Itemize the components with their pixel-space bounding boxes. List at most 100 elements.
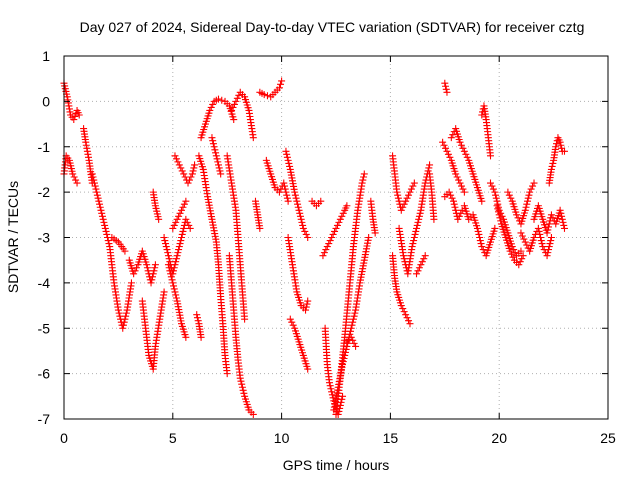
data-point: [399, 203, 407, 211]
data-point: [444, 150, 452, 158]
y-tick-label: -3: [38, 230, 51, 246]
data-point: [446, 153, 454, 161]
data-point: [459, 185, 467, 193]
data-point: [299, 221, 307, 229]
data-point: [185, 221, 193, 229]
data-point: [400, 255, 408, 263]
data-point: [516, 258, 524, 266]
data-point: [558, 144, 566, 152]
data-point: [544, 249, 552, 257]
data-point: [147, 279, 155, 287]
data-point: [73, 179, 81, 187]
data-point: [477, 240, 485, 248]
data-point: [549, 214, 557, 222]
data-point: [299, 224, 307, 232]
data-point: [177, 237, 185, 245]
data-point: [544, 226, 552, 234]
data-point: [119, 321, 127, 329]
data-point: [183, 218, 191, 226]
data-point: [131, 267, 139, 275]
data-point: [359, 176, 367, 184]
data-point: [494, 208, 502, 216]
data-point: [474, 227, 482, 235]
data-point: [151, 264, 159, 272]
data-point: [560, 147, 568, 155]
data-point: [536, 230, 544, 238]
data-point: [332, 224, 340, 232]
data-point: [509, 253, 517, 261]
data-point: [405, 191, 413, 199]
data-point: [478, 197, 486, 205]
y-axis-label: SDTVAR / TECUs: [5, 181, 21, 293]
data-point: [119, 324, 127, 332]
data-point: [160, 288, 168, 296]
data-point: [162, 240, 170, 248]
data-point: [93, 188, 101, 196]
data-point: [175, 212, 183, 220]
data-point: [149, 270, 157, 278]
data-point: [394, 194, 402, 202]
data-point: [98, 209, 106, 217]
data-point: [193, 311, 201, 319]
data-point: [114, 306, 122, 314]
data-point: [236, 374, 244, 382]
data-point: [410, 234, 418, 241]
data-point: [558, 212, 566, 220]
data-point: [303, 300, 311, 308]
data-point: [397, 302, 405, 310]
data-point: [283, 194, 291, 202]
data-point: [492, 194, 500, 202]
data-point: [72, 176, 80, 184]
data-point: [556, 138, 564, 146]
data-point: [164, 249, 172, 257]
data-point: [228, 106, 236, 114]
data-point: [543, 229, 551, 237]
data-point: [102, 227, 110, 235]
data-point: [148, 273, 156, 281]
data-point: [122, 309, 130, 317]
data-point: [188, 170, 196, 178]
data-point: [170, 282, 178, 290]
data-point: [339, 209, 347, 217]
data-point: [298, 218, 306, 226]
data-points: [60, 77, 568, 418]
data-point: [348, 321, 356, 329]
data-point: [100, 218, 108, 226]
data-point: [351, 309, 359, 317]
data-point: [371, 229, 379, 237]
data-point: [537, 237, 545, 245]
data-point: [455, 212, 463, 220]
data-point: [230, 100, 238, 108]
data-point: [164, 261, 172, 269]
data-point: [455, 176, 463, 184]
data-point: [121, 315, 129, 323]
data-point: [460, 147, 468, 155]
data-point: [547, 237, 555, 245]
data-point: [559, 218, 567, 226]
data-point: [406, 320, 414, 328]
data-point: [416, 209, 424, 217]
data-point: [189, 167, 197, 175]
data-point: [281, 185, 289, 193]
data-point: [328, 391, 336, 399]
data-point: [553, 140, 561, 148]
data-point: [194, 317, 202, 325]
data-point: [171, 152, 179, 160]
data-point: [491, 188, 499, 196]
data-point: [178, 167, 186, 175]
data-point: [277, 80, 285, 88]
data-point: [190, 164, 198, 172]
data-point: [292, 194, 300, 202]
data-point: [163, 246, 171, 254]
data-point: [336, 215, 344, 223]
data-point: [439, 138, 447, 146]
grid-lines: [64, 56, 608, 419]
data-point: [417, 261, 425, 269]
data-point: [547, 234, 555, 241]
data-point: [148, 276, 156, 284]
data-point: [238, 380, 246, 388]
data-point: [133, 264, 141, 272]
data-point: [239, 386, 247, 394]
data-point: [447, 191, 455, 199]
data-point: [504, 188, 512, 196]
